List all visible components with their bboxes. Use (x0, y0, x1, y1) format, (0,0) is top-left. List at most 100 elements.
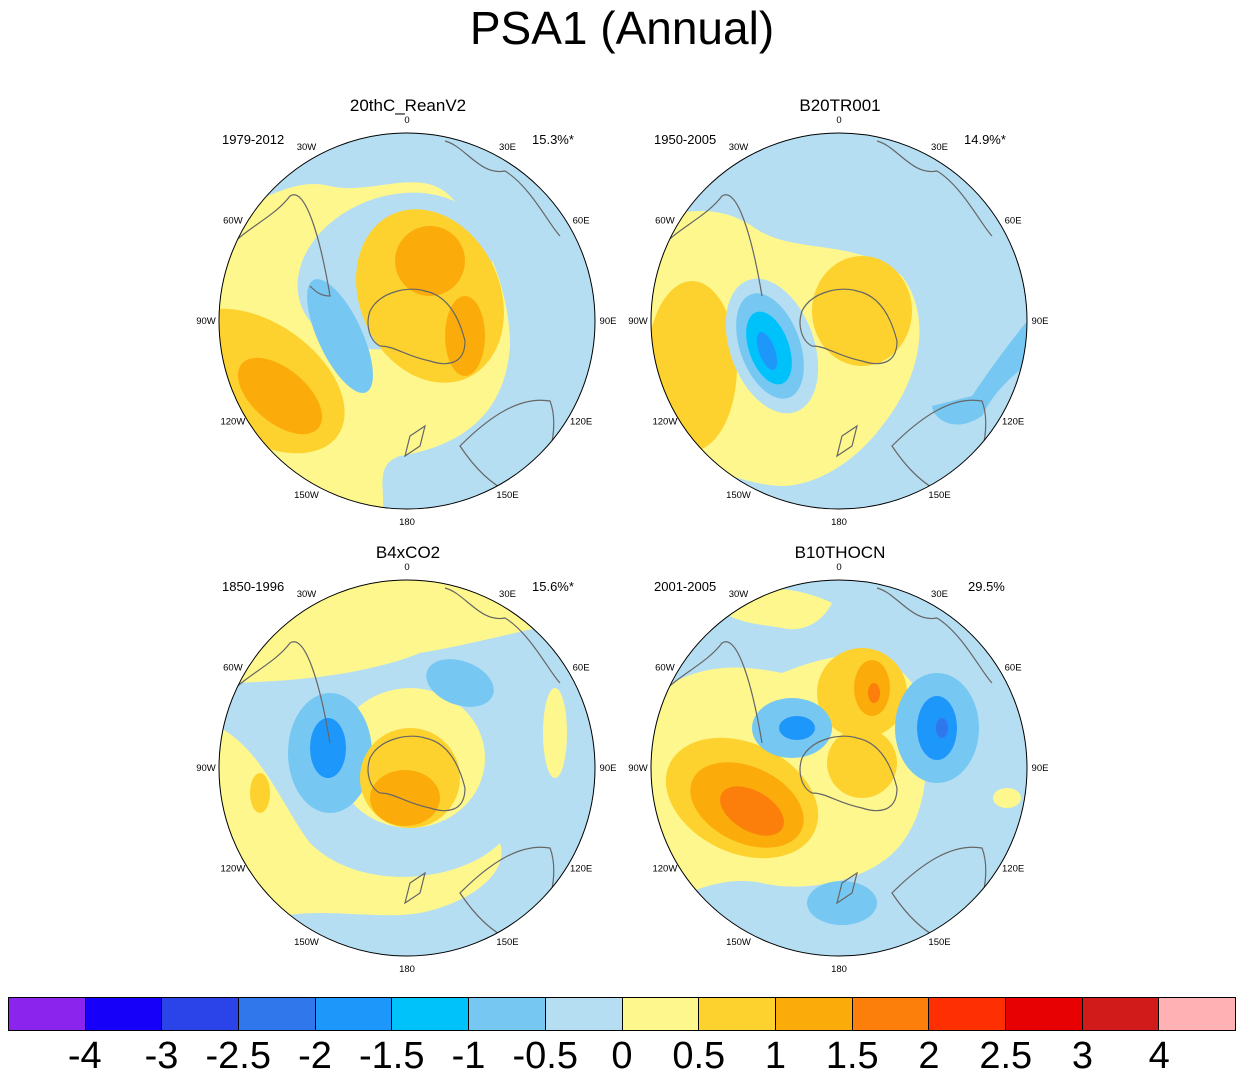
longitude-label: 30E (499, 142, 516, 153)
colorbar-box (929, 998, 1006, 1030)
panel-percent: 15.3%* (532, 132, 574, 147)
colorbar-label: 1 (764, 1035, 787, 1077)
figure-title: PSA1 (Annual) (469, 2, 775, 54)
colorbar-label: -4 (67, 1035, 102, 1077)
longitude-label: 120E (1002, 417, 1024, 428)
longitude-label: 180 (399, 517, 415, 528)
colorbar (8, 997, 1236, 1031)
colorbar-label: 2.5 (979, 1035, 1033, 1077)
longitude-label: 90W (628, 316, 648, 327)
longitude-label: 60W (223, 663, 243, 674)
colorbar-label: -1.5 (359, 1035, 425, 1077)
longitude-label: 60E (1005, 663, 1022, 674)
longitude-label: 180 (831, 964, 847, 975)
colorbar-label: -2 (298, 1035, 332, 1077)
longitude-label: 90E (1032, 763, 1049, 774)
colorbar-box (1082, 998, 1160, 1030)
longitude-label: 60W (655, 663, 675, 674)
longitude-label: 150E (928, 937, 950, 948)
map-panel-b4xco2: B4xCO2 1850-1996 15.6%* 0 30E 60E 90E 120E 15… (196, 543, 660, 975)
panel-title: B20TR001 (799, 96, 881, 115)
polar-map: 0 30E 60E 90E 120E 150E 180 150W 120W 90W 60W 30W (628, 115, 1049, 528)
longitude-label: 30W (297, 589, 317, 600)
longitude-label: 60W (223, 216, 243, 227)
longitude-label: 150W (726, 937, 751, 948)
longitude-label: 150W (294, 490, 319, 501)
longitude-label: 90W (196, 316, 216, 327)
longitude-label: 30W (729, 589, 749, 600)
colorbar-label: -3 (144, 1035, 179, 1077)
colorbar-box (162, 998, 240, 1030)
longitude-label: 90E (1032, 316, 1049, 327)
panel-title: 20thC_ReanV2 (349, 96, 467, 115)
longitude-label: 0 (836, 562, 841, 573)
longitude-label: 30W (729, 142, 749, 153)
longitude-label: 90E (600, 316, 617, 327)
polar-map: 0 30E 60E 90E 120E 150E 180 150W 120W 90W 60W 30W (196, 115, 616, 528)
polar-map: 0 30E 60E 90E 120E 150E 180 150W 120W 90W 60W 30W (628, 562, 1048, 975)
map-boundary (650, 579, 1028, 957)
map-panel-20thc-reanv2: 20thC_ReanV2 1979-2012 15.3%* 0 30E 60E 90E… (196, 96, 660, 528)
longitude-label: 90E (600, 763, 617, 774)
longitude-label: 120W (652, 864, 677, 875)
anomaly-field (651, 133, 1027, 509)
panel-years: 1950-2005 (654, 132, 717, 147)
colorbar-label: -2.5 (205, 1035, 271, 1077)
colorbar-label: -1 (451, 1035, 486, 1077)
longitude-label: 120W (220, 864, 245, 875)
colorbar-label: 2 (918, 1035, 940, 1077)
panel-percent: 15.6%* (532, 579, 574, 594)
colorbar-label: 1.5 (825, 1035, 879, 1077)
longitude-label: 120E (570, 417, 592, 428)
colorbar-box (622, 998, 700, 1030)
longitude-label: 0 (836, 115, 841, 126)
colorbar-box (9, 998, 86, 1030)
longitude-label: 150W (294, 937, 319, 948)
longitude-labels: 0 30E 60E 90E 120E 150E 180 150W 120W 90W 60W 30W (196, 115, 616, 528)
longitude-label: 150W (726, 490, 751, 501)
anomaly-field (651, 580, 1027, 956)
panel-title: B10THOCN (794, 543, 886, 562)
longitude-label: 120E (1002, 864, 1024, 875)
map-boundary (650, 132, 1028, 510)
longitude-label: 120W (652, 417, 677, 428)
colorbar-box (775, 998, 853, 1030)
colorbar-labels: -4 -3 -2.5 -2 -1.5 -1 -0.5 0 0.5 1 1.5 2 2.5 3 4 (0, 1034, 1244, 1078)
colorbar-box (1005, 998, 1083, 1030)
longitude-label: 90W (628, 763, 648, 774)
longitude-label: 60E (1005, 216, 1022, 227)
colorbar-label: -0.5 (512, 1035, 578, 1077)
longitude-label: 180 (399, 964, 415, 975)
map-panel-b10thocn: B10THOCN 2001-2005 29.5% (628, 543, 1092, 975)
longitude-label: 0 (404, 562, 409, 573)
panel-years: 2001-2005 (654, 579, 717, 594)
longitude-label: 90W (196, 763, 216, 774)
anomaly-field (219, 580, 595, 956)
colorbar-box (699, 998, 776, 1030)
colorbar-label: 3 (1071, 1035, 1094, 1077)
longitude-label: 30E (931, 589, 948, 600)
longitude-label: 30E (499, 589, 516, 600)
longitude-labels: 0 30E 60E 90E 120E 150E 180 150W 120W 90W 60W 30W (628, 562, 1048, 975)
longitude-label: 60E (573, 663, 590, 674)
longitude-label: 120W (220, 417, 245, 428)
longitude-label: 150E (928, 490, 950, 501)
panel-percent: 29.5% (968, 579, 1005, 594)
anomaly-field (219, 133, 595, 509)
panel-years: 1850-1996 (222, 579, 285, 594)
map-boundary (218, 132, 596, 510)
panel-percent: 14.9%* (964, 132, 1006, 147)
colorbar-label: 0.5 (672, 1035, 726, 1077)
longitude-label: 60E (573, 216, 590, 227)
longitude-label: 30E (931, 142, 948, 153)
colorbar-box (239, 998, 316, 1030)
colorbar-box (85, 998, 163, 1030)
colorbar-label: 4 (1148, 1035, 1170, 1077)
longitude-label: 120E (570, 864, 592, 875)
panel-title: B4xCO2 (375, 543, 441, 562)
panel-years: 1979-2012 (222, 132, 285, 147)
longitude-label: 30W (297, 142, 317, 153)
map-boundary (218, 579, 596, 957)
colorbar-box (315, 998, 393, 1030)
polar-map: 0 30E 60E 90E 120E 150E 180 150W 120W 90W 60W 30W (196, 562, 617, 975)
